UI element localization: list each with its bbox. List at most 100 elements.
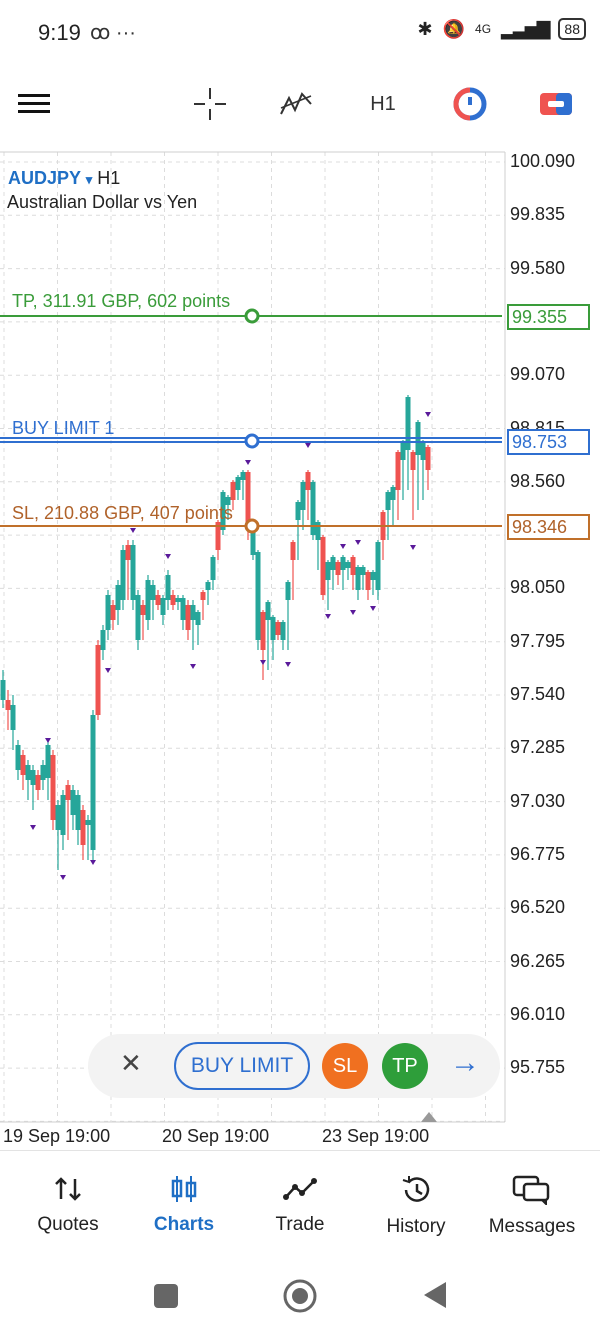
menu-icon[interactable] (16, 82, 52, 126)
candle-body (50, 755, 56, 820)
price-axis-label: 100.090 (510, 151, 576, 171)
candle-body (195, 612, 201, 625)
price-axis-label: 99.070 (510, 364, 566, 385)
candle-body (45, 745, 51, 778)
candle-body (250, 522, 256, 555)
candle-body (275, 622, 281, 635)
fractal-marker (340, 544, 346, 549)
objects-icon[interactable] (452, 82, 488, 126)
fractal-marker (105, 668, 111, 673)
price-axis-label: 98.560 (510, 470, 566, 491)
candle-body (130, 545, 136, 600)
candle-body (75, 795, 81, 830)
candle-body (90, 715, 96, 850)
fractal-marker (410, 545, 416, 550)
nav-charts[interactable]: Charts (129, 1175, 239, 1236)
symbol-name: AUDJPY (8, 168, 81, 188)
symbol-description: Australian Dollar vs Yen (7, 192, 198, 212)
charts-icon (171, 1176, 197, 1202)
indicators-icon[interactable] (276, 82, 316, 126)
candle-body (315, 522, 321, 540)
nav-label: Charts (153, 1214, 215, 1235)
tp-button[interactable]: TP (382, 1043, 428, 1089)
fractal-marker (370, 606, 376, 611)
price-chart[interactable] (0, 150, 600, 1150)
candle-body (10, 705, 16, 730)
candle-body (390, 487, 396, 500)
home-icon[interactable] (282, 1278, 318, 1314)
price-axis-label: 95.755 (510, 1057, 566, 1078)
sl-line-handle (244, 518, 260, 534)
fractal-marker (350, 610, 356, 615)
candle-body (60, 795, 66, 835)
symbol-dropdown-icon: ▾ (85, 172, 93, 187)
chart-symbol[interactable]: AUDJPY ▾ H1 (8, 168, 120, 189)
nav-label: Trade (275, 1214, 325, 1235)
nav-quotes[interactable]: Quotes (13, 1175, 123, 1236)
nav-messages[interactable]: Messages (477, 1175, 587, 1238)
candle-body (155, 595, 161, 605)
fractal-marker (45, 738, 51, 743)
candle-body (265, 602, 271, 620)
price-axis-label: 96.775 (510, 843, 566, 864)
price-axis-label: 99.580 (510, 257, 566, 278)
messages-icon (512, 1175, 550, 1207)
tp-line-label: TP, 311.91 GBP, 602 points (12, 291, 231, 311)
candle-body (395, 452, 401, 490)
tp-price-tag: 99.355 (507, 304, 590, 330)
current-time-marker (421, 1112, 437, 1122)
candle-body (30, 770, 36, 785)
fractal-marker (325, 614, 331, 619)
nav-history[interactable]: History (361, 1175, 471, 1238)
candle-body (235, 477, 241, 490)
candle-body (290, 542, 296, 560)
fractal-marker (60, 875, 66, 880)
candle-body (200, 592, 206, 600)
close-icon[interactable]: ✕ (120, 1048, 142, 1078)
sl-button[interactable]: SL (322, 1043, 368, 1089)
status-bar: 9:19 ꝏ ··· ✱ 🔕 4G ▂▃▅▇ 88 (0, 0, 600, 64)
price-axis-label: 97.285 (510, 737, 566, 758)
candle-body (65, 785, 71, 800)
buy-limit-button[interactable]: BUY LIMIT (174, 1042, 310, 1090)
sl-price-tag: 98.346 (507, 514, 590, 540)
candle-body (5, 700, 11, 710)
candle-body (310, 482, 316, 535)
candle-body (385, 492, 391, 510)
time-label: 20 Sep 19:00 (162, 1126, 270, 1146)
candle-body (320, 537, 326, 595)
candle-body (135, 595, 141, 640)
fractal-marker (260, 660, 266, 665)
timeframe-button[interactable]: H1 (370, 92, 396, 115)
candle-body (205, 582, 211, 590)
crosshair-icon[interactable] (190, 82, 230, 126)
candle-body (400, 442, 406, 460)
price-axis-label: 96.520 (510, 897, 566, 918)
candle-body (240, 472, 246, 480)
fractal-marker (305, 443, 311, 448)
candle-body (260, 612, 266, 650)
candle-body (300, 482, 306, 510)
nav-trade[interactable]: Trade (245, 1175, 355, 1236)
buy-limit-line-label: BUY LIMIT 1 (12, 418, 115, 438)
nav-label: History (386, 1216, 446, 1237)
candle-body (100, 630, 106, 650)
candle-body (285, 582, 291, 600)
recent-apps-icon[interactable] (154, 1284, 178, 1308)
mute-icon: 🔕 (442, 18, 466, 39)
next-arrow-icon[interactable]: → (450, 1046, 480, 1079)
order-bar: ✕ BUY LIMIT SL TP → (88, 1034, 500, 1098)
candle-body (425, 447, 431, 470)
candle-body (175, 598, 181, 602)
candle-body (210, 557, 216, 580)
candle-body (330, 557, 336, 570)
price-axis-label: 97.540 (510, 684, 566, 704)
candle-body (345, 562, 351, 568)
candle-body (105, 595, 111, 630)
candle-body (140, 605, 146, 615)
new-order-icon[interactable] (538, 82, 574, 126)
candle-body (340, 557, 346, 570)
status-time: 9:19 (38, 20, 81, 45)
back-icon[interactable] (422, 1280, 448, 1310)
candle-body (420, 442, 426, 460)
